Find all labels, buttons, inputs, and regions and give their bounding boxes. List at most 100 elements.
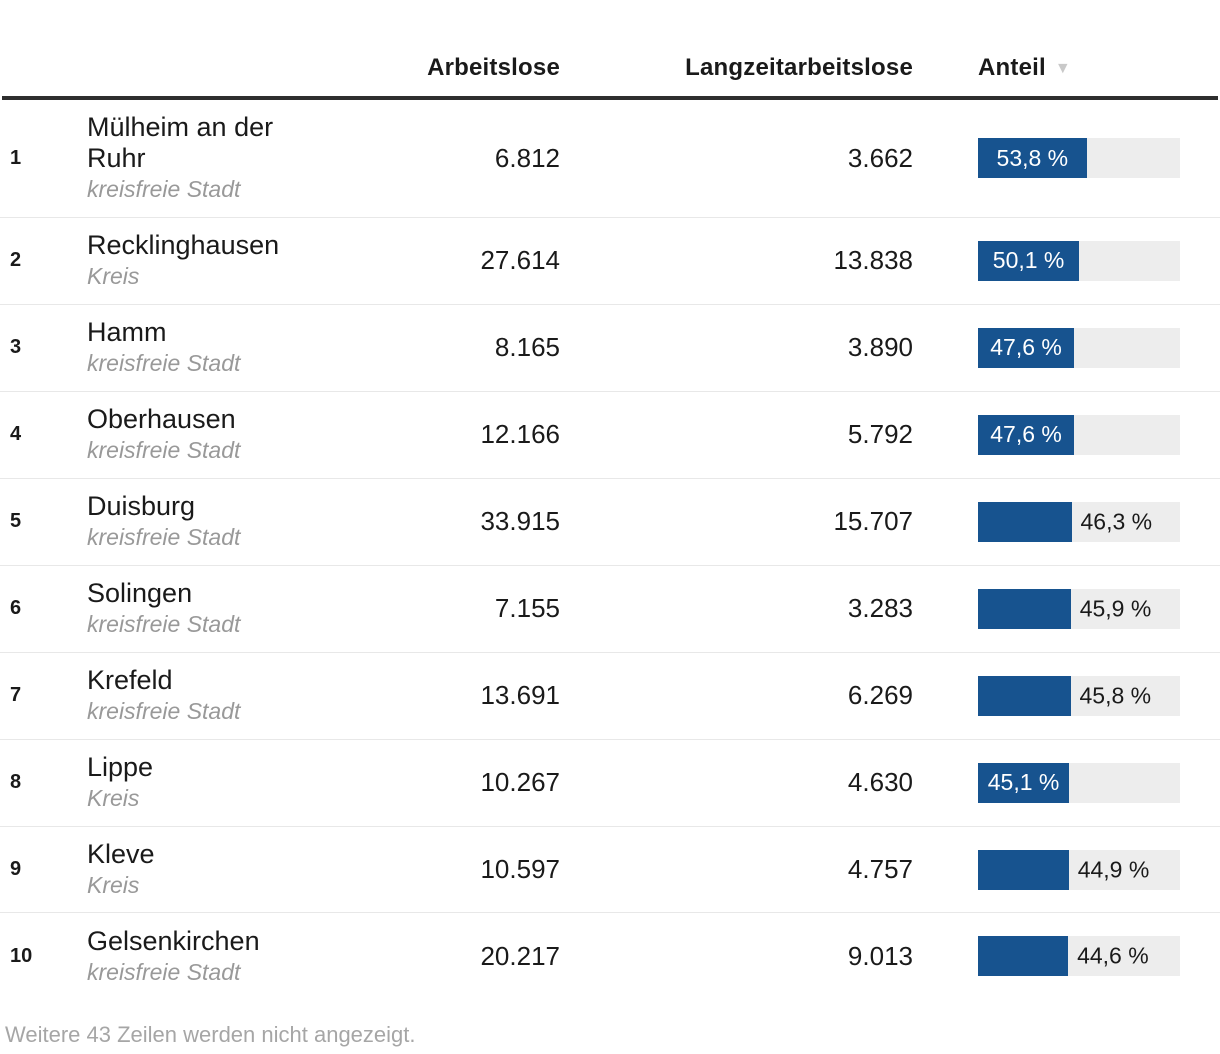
col-header-anteil-label: Anteil (978, 54, 1046, 81)
row-region-name: Hamm (87, 316, 167, 347)
row-region-type: kreisfreie Stadt (87, 349, 241, 376)
row-anteil-cell: 45,8 % (913, 675, 1220, 716)
row-name-cell: Krefeld kreisfreie Stadt (87, 653, 302, 739)
row-langzeitarbeitslose-value: 13.838 (833, 245, 913, 276)
row-arbeitslose-value: 7.155 (494, 593, 560, 624)
row-name-cell: Mülheim an der Ruhr kreisfreie Stadt (87, 100, 302, 217)
row-name-cell: Solingen kreisfreie Stadt (87, 566, 302, 652)
row-rank: 5 (10, 510, 22, 533)
row-arbeitslose-value: 10.597 (480, 854, 560, 885)
row-name-cell: Oberhausen kreisfreie Stadt (87, 392, 302, 478)
anteil-bar-fill: 47,6 % (978, 327, 1075, 368)
row-langzeitarbeitslose-value: 3.283 (847, 593, 913, 624)
anteil-value-label: 45,8 % (1079, 682, 1152, 709)
row-region-name: Solingen (87, 577, 193, 608)
row-region-type: kreisfreie Stadt (87, 436, 241, 463)
row-region-type: Kreis (87, 784, 140, 811)
row-region-type: kreisfreie Stadt (87, 176, 241, 203)
row-region-type: Kreis (87, 871, 140, 898)
anteil-bar-track: 47,6 % (978, 414, 1180, 455)
anteil-bar-track: 45,1 % (978, 762, 1180, 803)
row-region-type: kreisfreie Stadt (87, 523, 241, 550)
table-row: 8 Lippe Kreis 10.267 4.630 45,1 % (0, 740, 1220, 827)
anteil-value-label: 46,3 % (1080, 508, 1153, 535)
row-anteil-cell: 50,1 % (913, 240, 1220, 281)
row-region-name: Mülheim an der Ruhr (87, 112, 274, 174)
row-region-name: Duisburg (87, 490, 196, 521)
row-arbeitslose-value: 20.217 (480, 940, 560, 971)
anteil-bar-fill: 47,6 % (978, 414, 1075, 455)
row-name-cell: Gelsenkirchen kreisfreie Stadt (87, 914, 302, 1000)
anteil-bar-fill (978, 501, 1072, 542)
table-row: 7 Krefeld kreisfreie Stadt 13.691 6.269 … (0, 653, 1220, 740)
row-anteil-cell: 46,3 % (913, 501, 1220, 542)
col-header-arbeitslose[interactable]: Arbeitslose (427, 54, 560, 81)
row-region-name: Lippe (87, 751, 154, 782)
row-rank: 1 (10, 146, 22, 169)
table-header: Arbeitslose Langzeitarbeitslose Anteil ▼ (0, 0, 1220, 100)
header-rule (2, 96, 1218, 100)
row-name-cell: Lippe Kreis (87, 740, 302, 826)
hidden-rows-note: Weitere 43 Zeilen werden nicht angezeigt… (5, 1022, 416, 1048)
row-anteil-cell: 45,9 % (913, 588, 1220, 629)
table-row: 4 Oberhausen kreisfreie Stadt 12.166 5.7… (0, 392, 1220, 479)
row-rank: 10 (10, 944, 33, 967)
row-anteil-cell: 47,6 % (913, 414, 1220, 455)
table-row: 5 Duisburg kreisfreie Stadt 33.915 15.70… (0, 479, 1220, 566)
anteil-value-label: 50,1 % (992, 247, 1065, 274)
anteil-bar-track: 46,3 % (978, 501, 1180, 542)
anteil-bar-fill (978, 675, 1071, 716)
row-langzeitarbeitslose-value: 9.013 (847, 940, 913, 971)
row-region-name: Kleve (87, 838, 155, 869)
anteil-value-label: 47,6 % (990, 421, 1062, 448)
sort-descending-icon: ▼ (1054, 60, 1071, 77)
row-anteil-cell: 47,6 % (913, 327, 1220, 368)
col-header-anteil[interactable]: Anteil ▼ (913, 54, 1220, 82)
row-name-cell: Recklinghausen Kreis (87, 218, 302, 304)
row-region-name: Oberhausen (87, 403, 236, 434)
row-name-cell: Kleve Kreis (87, 827, 302, 913)
anteil-bar-track: 44,6 % (978, 936, 1180, 977)
row-langzeitarbeitslose-value: 4.757 (847, 854, 913, 885)
anteil-bar-fill: 50,1 % (978, 240, 1080, 281)
row-arbeitslose-value: 10.267 (480, 767, 560, 798)
row-rank: 3 (10, 336, 22, 359)
row-rank: 8 (10, 771, 22, 794)
row-rank: 2 (10, 249, 22, 272)
table-row: 6 Solingen kreisfreie Stadt 7.155 3.283 … (0, 566, 1220, 653)
table-row: 1 Mülheim an der Ruhr kreisfreie Stadt 6… (0, 100, 1220, 218)
anteil-bar-track: 53,8 % (978, 138, 1180, 179)
table-row: 9 Kleve Kreis 10.597 4.757 44,9 % (0, 827, 1220, 914)
row-region-name: Krefeld (87, 664, 173, 695)
row-arbeitslose-value: 27.614 (480, 245, 560, 276)
table-row: 3 Hamm kreisfreie Stadt 8.165 3.890 47,6… (0, 305, 1220, 392)
row-region-type: kreisfreie Stadt (87, 697, 241, 724)
row-langzeitarbeitslose-value: 3.662 (847, 142, 913, 173)
col-header-langzeitarbeitslose[interactable]: Langzeitarbeitslose (685, 54, 913, 81)
anteil-bar-fill (978, 588, 1071, 629)
row-arbeitslose-value: 12.166 (480, 419, 560, 450)
row-region-type: kreisfreie Stadt (87, 958, 241, 985)
row-rank: 9 (10, 858, 22, 881)
anteil-bar-track: 44,9 % (978, 849, 1180, 890)
anteil-bar-fill (978, 849, 1069, 890)
anteil-value-label: 44,9 % (1077, 856, 1150, 883)
anteil-value-label: 53,8 % (996, 144, 1069, 171)
row-anteil-cell: 44,9 % (913, 849, 1220, 890)
anteil-bar-fill (978, 936, 1069, 977)
row-langzeitarbeitslose-value: 6.269 (847, 680, 913, 711)
anteil-bar-track: 47,6 % (978, 327, 1180, 368)
row-region-type: Kreis (87, 263, 140, 290)
anteil-bar-fill: 45,1 % (978, 762, 1070, 803)
row-arbeitslose-value: 6.812 (494, 142, 560, 173)
row-arbeitslose-value: 13.691 (480, 680, 560, 711)
row-name-cell: Duisburg kreisfreie Stadt (87, 479, 302, 565)
table-body: 1 Mülheim an der Ruhr kreisfreie Stadt 6… (0, 100, 1220, 999)
anteil-bar-track: 50,1 % (978, 240, 1180, 281)
row-rank: 7 (10, 684, 22, 707)
anteil-bar-track: 45,8 % (978, 675, 1180, 716)
row-langzeitarbeitslose-value: 3.890 (847, 332, 913, 363)
anteil-bar-track: 45,9 % (978, 588, 1180, 629)
row-arbeitslose-value: 33.915 (480, 506, 560, 537)
